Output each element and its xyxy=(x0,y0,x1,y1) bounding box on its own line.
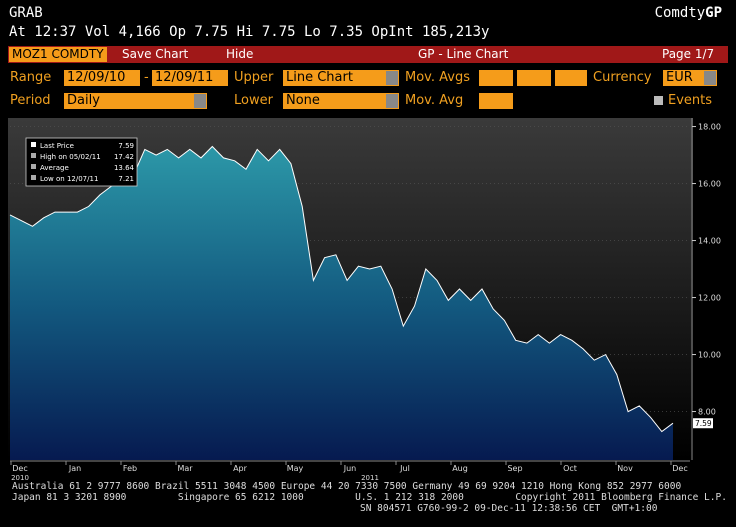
legend-icon xyxy=(31,175,36,180)
function-title: GP - Line Chart xyxy=(418,47,509,61)
events-checkbox[interactable] xyxy=(654,96,663,105)
x-tick-label: Apr xyxy=(233,464,248,473)
y-tick-label: 12.00 xyxy=(698,294,721,303)
dropdown-arrow[interactable] xyxy=(704,71,716,85)
y-tick-label: 14.00 xyxy=(698,237,721,246)
screen-code: GRAB xyxy=(9,5,43,21)
upper-value: Line Chart xyxy=(286,70,353,85)
price-area xyxy=(10,146,673,460)
x-tick-label: Nov xyxy=(617,464,633,473)
x-tick-label: Dec xyxy=(672,464,687,473)
x-tick-label: Dec xyxy=(12,464,27,473)
toolbar xyxy=(8,46,728,63)
mov-avg-field[interactable] xyxy=(517,70,551,86)
period-label: Period xyxy=(10,93,51,108)
y-tick-label: 18.00 xyxy=(698,123,721,132)
period-value: Daily xyxy=(67,93,100,108)
x-tick-label: Oct xyxy=(563,464,577,473)
x-tick-label: Sep xyxy=(507,464,522,473)
legend-label: High on 05/02/11 xyxy=(40,153,101,161)
page-indicator[interactable]: Page 1/7 xyxy=(662,47,715,61)
legend-icon xyxy=(31,164,36,169)
legend-label: Low on 12/07/11 xyxy=(40,175,98,183)
lower-select[interactable]: None xyxy=(283,93,399,109)
x-tick-label: Jan xyxy=(68,464,81,473)
period-select[interactable]: Daily xyxy=(64,93,207,109)
last-price-tag xyxy=(693,418,713,429)
upper-select[interactable]: Line Chart xyxy=(283,70,399,86)
currency-select[interactable]: EUR xyxy=(663,70,717,86)
chart: 8.00 10.00 12.00 14.00 16.00 18.00 7.59 Dec Jan F… xyxy=(8,118,721,482)
quote-line: At 12:37 Vol 4,166 Op 7.75 Hi 7.75 Lo 7.… xyxy=(9,24,490,40)
legend-value: 17.42 xyxy=(114,153,134,161)
legend-icon xyxy=(31,153,36,158)
mov-avg-field[interactable] xyxy=(479,70,513,86)
mov-avgs-label: Mov. Avgs xyxy=(405,70,470,85)
x-tick-label: Jun xyxy=(343,464,357,473)
x-tick-label: Jul xyxy=(399,464,410,473)
dropdown-arrow[interactable] xyxy=(194,94,206,108)
mov-avg-field[interactable] xyxy=(555,70,587,86)
legend-label: Last Price xyxy=(40,142,74,150)
dropdown-arrow[interactable] xyxy=(386,71,398,85)
events-label: Events xyxy=(668,93,713,108)
footer-line: Japan 81 3 3201 8900 Singapore 65 6212 1… xyxy=(12,492,727,503)
hide-button[interactable]: Hide xyxy=(226,47,254,61)
range-end[interactable]: 12/09/11 xyxy=(152,70,228,86)
mov-avg-field[interactable] xyxy=(479,93,513,109)
brand-suffix: GP xyxy=(705,5,722,21)
currency-label: Currency xyxy=(593,70,652,85)
lower-label: Lower xyxy=(234,93,273,108)
y-tick-label: 8.00 xyxy=(698,408,716,417)
year-label: 2010 xyxy=(11,474,29,482)
x-tick-label: Mar xyxy=(177,464,193,473)
year-label: 2011 xyxy=(361,474,379,482)
legend-icon xyxy=(31,142,36,147)
range-start[interactable]: 12/09/10 xyxy=(64,70,140,86)
upper-label: Upper xyxy=(234,70,274,85)
legend-value: 7.59 xyxy=(118,142,134,150)
legend-value: 13.64 xyxy=(114,164,135,172)
legend-box xyxy=(25,137,138,187)
save-button[interactable]: Save Chart xyxy=(122,47,189,61)
x-tick-label: Aug xyxy=(452,464,468,473)
range-label: Range xyxy=(10,70,52,85)
x-tick-label: Feb xyxy=(123,464,137,473)
range-separator: - xyxy=(144,70,149,85)
footer-line: SN 804571 G760-99-2 09-Dec-11 12:38:56 C… xyxy=(360,503,658,514)
brand: ComdtyGP xyxy=(655,5,722,21)
footer-line: Australia 61 2 9777 8600 Brazil 5511 304… xyxy=(12,481,682,492)
lower-value: None xyxy=(286,93,320,108)
ticker-field[interactable]: MOZ1 COMDTY xyxy=(9,47,107,62)
y-tick-label: 10.00 xyxy=(698,351,721,360)
y-tick-label: 16.00 xyxy=(698,180,721,189)
last-price-tag-label: 7.59 xyxy=(695,419,712,428)
x-tick-label: May xyxy=(287,464,304,473)
dropdown-arrow[interactable] xyxy=(386,94,398,108)
mov-avg-label: Mov. Avg xyxy=(405,93,464,108)
legend-value: 7.21 xyxy=(118,175,134,183)
legend-label: Average xyxy=(40,164,69,172)
brand-text: Comdty xyxy=(654,5,706,21)
currency-value: EUR xyxy=(666,70,693,85)
